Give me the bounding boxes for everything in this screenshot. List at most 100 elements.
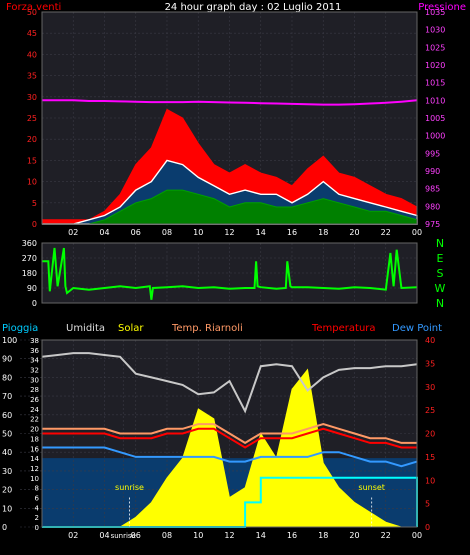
compass-label: N bbox=[436, 297, 444, 310]
legend-dew-point: Dew Point bbox=[392, 323, 442, 334]
series-line-pressione bbox=[42, 99, 418, 106]
tick-label-inner: 20 bbox=[30, 426, 39, 434]
tick-label-right: 20 bbox=[425, 430, 435, 439]
tick-label-x: 22 bbox=[381, 228, 391, 237]
weather-panel: 0102030405060708090100024681012141618202… bbox=[2, 336, 435, 540]
series-line-dew-point bbox=[42, 446, 418, 468]
compass-label: S bbox=[437, 267, 444, 280]
sunset-label: sunset bbox=[358, 483, 385, 492]
tick-label-left: 15 bbox=[27, 156, 37, 165]
tick-label-left: 180 bbox=[22, 269, 37, 278]
tick-label-left: 360 bbox=[22, 239, 37, 248]
tick-label-inner: 18 bbox=[30, 435, 39, 443]
tick-label-right: 30 bbox=[425, 383, 435, 392]
tick-label-right: 5 bbox=[425, 500, 430, 509]
legend-forza-venti: Forza venti bbox=[6, 2, 61, 13]
tick-label-inner: 22 bbox=[30, 416, 39, 424]
tick-label-left: 80 bbox=[2, 373, 12, 382]
tick-label-inner: 30 bbox=[30, 376, 39, 384]
tick-label-x: 16 bbox=[287, 531, 297, 540]
series-line-direction bbox=[42, 247, 418, 300]
tick-label-right: 0 bbox=[425, 523, 430, 532]
tick-label-left: 10 bbox=[2, 504, 12, 513]
tick-label-inner: 34 bbox=[30, 357, 39, 365]
tick-label-inner: 10 bbox=[30, 475, 39, 483]
tick-label-x: 00 bbox=[412, 531, 422, 540]
tick-label-right: 1005 bbox=[425, 114, 445, 123]
tick-label-left: 0 bbox=[32, 220, 37, 229]
tick-label-right: 1030 bbox=[425, 26, 445, 35]
tick-label-left: 40 bbox=[27, 50, 37, 59]
tick-label-inner: 2 bbox=[35, 514, 39, 522]
tick-label-x: 14 bbox=[256, 531, 266, 540]
tick-label-right: 15 bbox=[425, 453, 435, 462]
tick-label-left: 100 bbox=[2, 336, 17, 345]
tick-label-left: 50 bbox=[2, 430, 12, 439]
legend-solar: Solar bbox=[118, 323, 144, 334]
tick-label-right: 985 bbox=[425, 185, 440, 194]
tick-label-inner: 38 bbox=[30, 337, 39, 345]
wind-pressure-panel: 0510152025303540455097598098599099510001… bbox=[27, 8, 446, 237]
tick-label-left: 45 bbox=[27, 29, 37, 38]
tick-label-x: 00 bbox=[412, 228, 422, 237]
tick-label-right: 975 bbox=[425, 220, 440, 229]
series-area-green bbox=[42, 189, 418, 225]
tick-label-right: 10 bbox=[425, 476, 435, 485]
tick-label-x: 08 bbox=[162, 228, 172, 237]
tick-label-x: 10 bbox=[193, 228, 203, 237]
tick-label-x: 22 bbox=[381, 531, 391, 540]
tick-label-x: 12 bbox=[224, 228, 234, 237]
tick-label-left: 30 bbox=[27, 93, 37, 102]
tick-label-inner: 14 bbox=[30, 455, 39, 463]
tick-label-left: 90 bbox=[27, 284, 37, 293]
tick-label-right: 980 bbox=[425, 202, 440, 211]
legend-temperatura: Temperatura bbox=[311, 323, 376, 334]
tick-label-right: 1020 bbox=[425, 61, 445, 70]
tick-label-inner: 12 bbox=[30, 465, 39, 473]
tick-label-left: 90 bbox=[2, 355, 12, 364]
tick-label-x: 06 bbox=[131, 531, 141, 540]
sunrise-label: sunrise bbox=[115, 483, 144, 492]
tick-label-x: 16 bbox=[287, 228, 297, 237]
tick-label-x: 02 bbox=[68, 531, 78, 540]
tick-label-right: 1035 bbox=[425, 8, 445, 17]
tick-label-inner: 16 bbox=[30, 445, 39, 453]
tick-label-right: 25 bbox=[425, 406, 435, 415]
tick-label-x: sunrise bbox=[111, 532, 136, 540]
tick-label-x: 08 bbox=[162, 531, 172, 540]
tick-label-left: 35 bbox=[27, 72, 37, 81]
tick-label-x: 18 bbox=[318, 531, 328, 540]
tick-label-x: 18 bbox=[318, 228, 328, 237]
tick-label-x: 20 bbox=[349, 531, 359, 540]
tick-label-inner: 4 bbox=[35, 504, 40, 512]
tick-label-inner: 8 bbox=[35, 485, 39, 493]
tick-label-x: 02 bbox=[68, 228, 78, 237]
tick-label-right: 40 bbox=[425, 336, 435, 345]
compass-label: N bbox=[436, 237, 444, 250]
legend-pressione: Pressione bbox=[418, 2, 466, 13]
tick-label-inner: 32 bbox=[30, 367, 39, 375]
tick-label-left: 30 bbox=[2, 467, 12, 476]
tick-label-right: 1025 bbox=[425, 43, 445, 52]
tick-label-left: 50 bbox=[27, 8, 37, 17]
tick-label-x: 04 bbox=[99, 228, 109, 237]
legend-temp-riarnoli: Temp. Riarnoli bbox=[171, 323, 243, 334]
chart-title: 24 hour graph day : 02 Luglio 2011 bbox=[165, 2, 342, 13]
tick-label-inner: 28 bbox=[30, 386, 39, 394]
legend-umidita: Umidita bbox=[66, 323, 105, 334]
tick-label-left: 70 bbox=[2, 392, 12, 401]
tick-label-left: 60 bbox=[2, 411, 12, 420]
tick-label-left: 270 bbox=[22, 254, 37, 263]
plot-border bbox=[41, 242, 418, 304]
series-line-umidita bbox=[41, 352, 418, 414]
tick-label-inner: 36 bbox=[30, 347, 39, 355]
tick-label-x: 10 bbox=[193, 531, 203, 540]
tick-label-inner: 24 bbox=[30, 406, 39, 414]
tick-label-right: 990 bbox=[425, 167, 440, 176]
tick-label-x: 20 bbox=[349, 228, 359, 237]
compass-label: E bbox=[437, 252, 444, 265]
tick-label-inner: 6 bbox=[35, 494, 40, 502]
